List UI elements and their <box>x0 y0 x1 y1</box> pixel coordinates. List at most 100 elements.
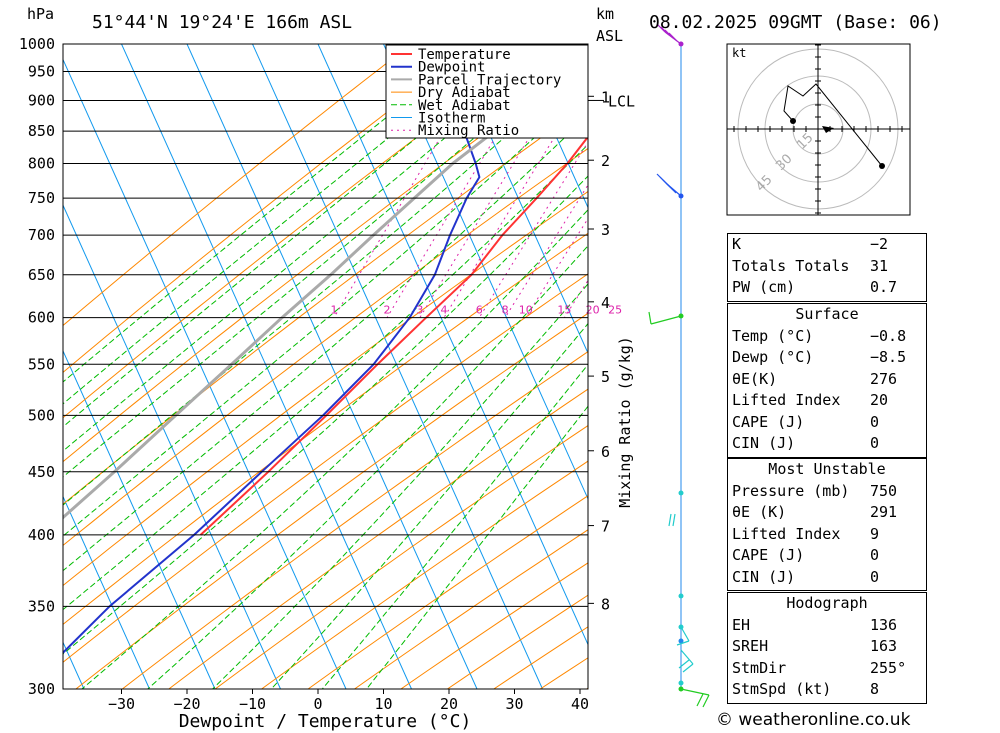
hodo-end-dot <box>879 163 885 169</box>
pressure-tick-label: 950 <box>28 62 55 80</box>
pressure-tick-label: 450 <box>28 463 55 481</box>
surface-label: Dewp (°C) <box>732 348 814 366</box>
wet-adiabat-line <box>212 283 588 689</box>
wind-barb <box>696 693 704 707</box>
pressure-tick-label: 350 <box>28 597 55 615</box>
mixing-ratio-label: 2 <box>383 304 390 317</box>
dry-adiabat-line <box>63 190 588 587</box>
pressure-tick-label: 700 <box>28 226 55 244</box>
wet-adiabat-line <box>63 61 588 506</box>
surface-row: CAPE (J) 0 <box>728 412 926 434</box>
km-tick-label: 4 <box>601 294 610 312</box>
surface-value: 0 <box>870 434 880 452</box>
index-row: Totals Totals 31 <box>728 256 926 278</box>
location-label: 51°44'N 19°24'E 166m ASL <box>92 12 352 33</box>
mixing-ratio-label: 1 <box>330 304 337 317</box>
pressure-tick-label: 750 <box>28 189 55 207</box>
wind-barbs <box>648 23 710 708</box>
hodo-start-dot <box>790 118 796 124</box>
wind-barb <box>680 626 690 642</box>
x-tick-label: −30 <box>108 695 135 713</box>
km-tick-label: 6 <box>601 443 610 461</box>
hodograph-row: EH 136 <box>728 615 926 637</box>
wind-barb <box>650 315 682 325</box>
surface-label: CAPE (J) <box>732 412 805 431</box>
hodograph-table: Hodograph EH 136 SREH 163 StmDir 255° StmSpd (… <box>727 592 927 704</box>
wet-adiabat-line <box>63 44 478 383</box>
dry-adiabat-line <box>121 351 588 689</box>
storm-motion-arrow <box>822 126 834 133</box>
hodograph-value: 136 <box>870 615 898 634</box>
x-tick-label: 40 <box>571 695 589 713</box>
hodograph-value: 255° <box>870 658 907 677</box>
dry-adiabat-line <box>63 44 543 419</box>
pressure-tick-label: 300 <box>28 680 55 698</box>
most-unstable-row: CIN (J) 0 <box>728 567 926 589</box>
index-label: K <box>732 235 742 253</box>
wind-barb <box>672 513 676 527</box>
isotherm-line <box>448 44 588 355</box>
lcl-label: LCL <box>608 92 635 110</box>
surface-row: Temp (°C) −0.8 <box>728 326 926 348</box>
dry-adiabat-line <box>63 44 478 374</box>
hodograph-row: SREH 163 <box>728 636 926 658</box>
mixing-ratio-label: 10 <box>519 304 533 317</box>
surface-label: CIN (J) <box>732 434 796 452</box>
pressure-tick-label: 600 <box>28 309 55 327</box>
isotherm-line <box>317 44 588 646</box>
dry-adiabat-line <box>214 424 588 689</box>
km-tick-label: 1 <box>601 88 610 106</box>
mixing-ratio-line <box>563 279 588 318</box>
mixing-ratio-label: 6 <box>476 304 483 317</box>
x-tick-label: −10 <box>239 695 266 713</box>
wind-marker <box>678 680 684 686</box>
hodograph-title: Hodograph <box>786 594 868 612</box>
mixing-ratio-label: 25 <box>608 304 622 317</box>
surface-row: Lifted Index 20 <box>728 390 926 412</box>
wind-marker <box>678 593 684 599</box>
isotherm-line <box>514 44 588 209</box>
wind-barb <box>702 694 710 708</box>
pressure-tick-label: 650 <box>28 266 55 284</box>
pressure-tick-label: 1000 <box>19 35 55 53</box>
copyright: © weatheronline.co.uk <box>716 710 911 730</box>
parcel-trajectory-line <box>63 54 588 520</box>
legend-entry: Parcel Trajectory <box>418 72 561 88</box>
hodo-unit-label: kt <box>732 46 746 60</box>
wet-adiabat-line <box>366 405 588 689</box>
pressure-tick-label: 550 <box>28 355 55 373</box>
most-unstable-value: 0 <box>870 546 880 564</box>
mixing-ratio-label: 15 <box>557 304 571 317</box>
hodograph-label: StmSpd (kt) <box>732 680 832 698</box>
dry-adiabat-line <box>307 495 588 689</box>
pressure-tick-label: 900 <box>28 91 55 109</box>
legend-entry: Dewpoint <box>418 60 485 76</box>
mixing-ratio-title: Mixing Ratio (g/kg) <box>616 336 634 508</box>
km-tick-label: 5 <box>601 368 610 386</box>
x-tick-label: 0 <box>313 695 322 713</box>
km-tick-label: 2 <box>601 152 610 170</box>
legend-entry: Isotherm <box>418 111 485 127</box>
dry-adiabat-line <box>261 460 588 689</box>
wet-adiabat-line <box>63 87 588 537</box>
legend-entry: Temperature <box>418 47 511 63</box>
surface-table: Surface Temp (°C) −0.8 Dewp (°C) −8.5 θE(K) 2… <box>727 303 927 458</box>
x-tick-label: 10 <box>374 695 392 713</box>
legend-entry: Mixing Ratio <box>418 123 519 139</box>
isotherm-line <box>186 44 478 689</box>
km-tick-label: 8 <box>601 595 610 613</box>
surface-row: Dewp (°C) −8.5 <box>728 347 926 369</box>
asl-label: ASL <box>596 27 623 45</box>
surface-value: 276 <box>870 369 898 388</box>
most-unstable-title: Most Unstable <box>768 460 886 478</box>
most-unstable-label: CIN (J) <box>732 567 796 586</box>
legend-entry: Wet Adiabat <box>418 98 511 114</box>
dry-adiabat-line <box>75 312 588 689</box>
wind-marker <box>678 490 684 496</box>
index-value: 31 <box>870 256 889 275</box>
wind-barb <box>668 32 678 42</box>
wind-barb <box>680 688 710 696</box>
mixing-ratio-label: 8 <box>502 304 509 317</box>
